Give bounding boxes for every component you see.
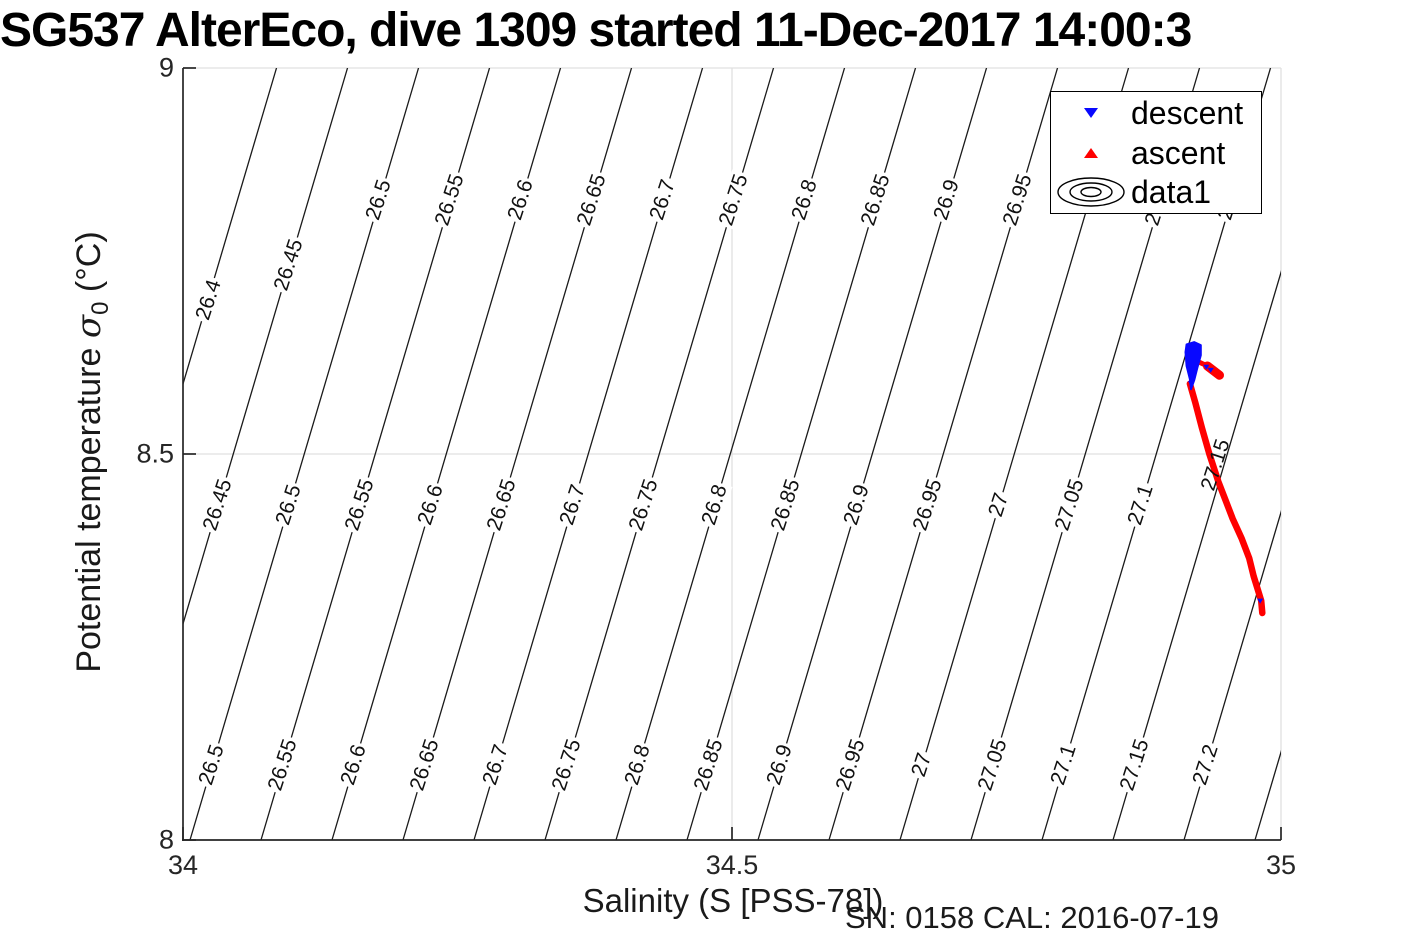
descent-stray-marker (1257, 598, 1264, 604)
sigma-subscript: 0 (86, 301, 114, 315)
x-axis-label: Salinity (S [PSS-78]) (582, 882, 884, 919)
y-axis-unit: (°C) (70, 231, 109, 302)
contour-label-26.6: 26.6 (336, 740, 372, 790)
contour-label-26.65: 26.65 (572, 169, 612, 231)
legend-label-ascent: ascent (1131, 134, 1226, 171)
contour-label-26.6: 26.6 (503, 175, 539, 225)
contour-label-26.55: 26.55 (430, 169, 470, 231)
contour-label-26.7: 26.7 (645, 175, 681, 225)
contour-label-26.95: 26.95 (831, 734, 871, 796)
legend-row-data1: data1 (1051, 173, 1261, 211)
contour-label-27.05: 27.05 (1050, 474, 1090, 536)
contour-label-27.15: 27.15 (1115, 734, 1155, 796)
descent-marker-icon (1051, 107, 1131, 118)
contour-label-26.55: 26.55 (340, 474, 380, 536)
sn-cal-annotation: SN: 0158 CAL: 2016-07-19 (845, 900, 1219, 935)
ascent-hook (1195, 358, 1210, 369)
contour-label-26.95: 26.95 (908, 474, 948, 536)
contour-label-26.6: 26.6 (413, 480, 449, 530)
contour-label-26.7: 26.7 (478, 740, 514, 790)
contour-label-26.75: 26.75 (714, 169, 754, 231)
contour-label-26.9: 26.9 (762, 740, 798, 790)
legend-row-ascent: ascent (1051, 134, 1261, 172)
x-tick-label-35: 35 (1265, 850, 1297, 880)
contour-label-26.7: 26.7 (555, 480, 591, 530)
contour-label-27.05: 27.05 (973, 734, 1013, 796)
contour-label-26.45: 26.45 (198, 474, 238, 536)
chart-title: SG537 AlterEco, dive 1309 started 11-Dec… (0, 4, 1192, 57)
y-tick-label-9: 9 (158, 52, 174, 83)
legend-label-descent: descent (1131, 94, 1244, 131)
descent-stray-marker (1207, 367, 1214, 373)
descent-stray-marker (1203, 364, 1210, 370)
contour-label-26.5: 26.5 (361, 175, 397, 225)
legend: descent ascent data1 (1050, 91, 1262, 214)
legend-row-descent: descent (1051, 94, 1261, 132)
descent-stray-marker (1187, 380, 1194, 386)
contour-label-27.1: 27.1 (1123, 480, 1159, 530)
contour-label-26.5: 26.5 (271, 480, 307, 530)
contour-label-27.15: 27.15 (1196, 436, 1235, 494)
legend-label-data1: data1 (1131, 174, 1212, 211)
ascent-marker-icon (1051, 147, 1131, 158)
ascent-curve (1186, 380, 1266, 617)
contour-label-26.65: 26.65 (405, 734, 445, 796)
contour-rings-icon (1051, 176, 1131, 208)
contour-label-27: 27 (906, 748, 937, 782)
x-tick-label-34: 34 (167, 850, 199, 880)
contour-label-27.2: 27.2 (1188, 740, 1224, 790)
y-axis-label-text: Potential temperature (70, 338, 109, 673)
contour-label-26.45: 26.45 (269, 234, 309, 296)
y-axis-label: Potential temperature σ0 (°C) (69, 231, 115, 672)
contour-label-26.75: 26.75 (624, 474, 664, 536)
y-tick-label-8.5: 8.5 (136, 438, 174, 469)
contour-label-26.55: 26.55 (263, 734, 303, 796)
sigma-symbol: σ (69, 314, 110, 339)
contour-label-26.9: 26.9 (929, 175, 965, 225)
descent-cluster (1184, 341, 1202, 391)
y-tick-label-8: 8 (158, 824, 174, 855)
contour-label-26.5: 26.5 (194, 740, 230, 790)
contour-label-26.85: 26.85 (766, 474, 806, 536)
contour-label-26.95: 26.95 (998, 169, 1038, 231)
ascent-hook-tip (1202, 361, 1225, 380)
contour-label-26.65: 26.65 (482, 474, 522, 536)
contour-label-26.85: 26.85 (856, 169, 896, 231)
contour-label-26.9: 26.9 (839, 480, 875, 530)
contour-label-26.85: 26.85 (689, 734, 729, 796)
contour-label-27.1: 27.1 (1046, 740, 1082, 790)
contour-label-26.4: 26.4 (191, 275, 227, 325)
contour-label-26.8: 26.8 (697, 480, 733, 530)
contour-label-26.8: 26.8 (787, 175, 823, 225)
x-tick-label-34.5: 34.5 (705, 850, 759, 880)
contour-line-27.25 (1254, 749, 1281, 840)
contour-label-27: 27 (983, 488, 1014, 522)
contour-label-26.8: 26.8 (620, 740, 656, 790)
contour-label-26.75: 26.75 (547, 734, 587, 796)
